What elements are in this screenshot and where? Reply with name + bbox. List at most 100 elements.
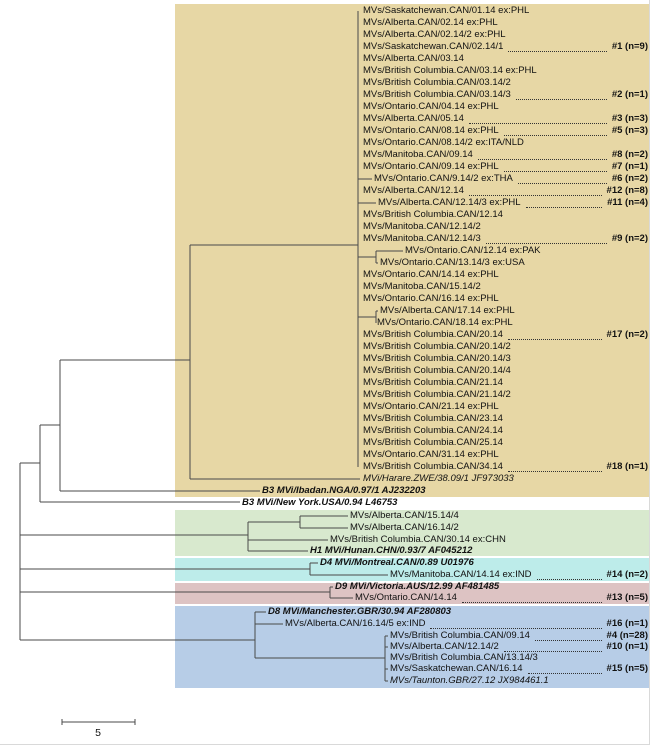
dotted-leader xyxy=(536,571,602,580)
cluster-badge: #11 (n=4) xyxy=(607,197,648,208)
dotted-leader xyxy=(477,151,607,160)
taxon-label: MVs/Alberta.CAN/12.14 xyxy=(363,185,464,196)
taxon-label: MVs/Saskatchewan.CAN/02.14/1 xyxy=(363,41,504,52)
taxon-label: MVs/Ontario.CAN/08.14 ex:PHL xyxy=(363,125,499,136)
dotted-leader xyxy=(507,331,602,340)
cluster-badge: #2 (n=1) xyxy=(611,89,648,100)
dotted-leader xyxy=(527,665,602,674)
taxon-label: MVs/Ontario.CAN/12.14 ex:PAK xyxy=(405,245,541,256)
cluster-badge: #6 (n=2) xyxy=(611,173,648,184)
taxon-row: B3 MVi/New York.USA/0.94 L46753 xyxy=(242,497,397,509)
dotted-leader xyxy=(503,643,602,652)
scale-bar-label: 5 xyxy=(95,727,101,739)
taxon-row: MVs/Ontario.CAN/08.14 ex:PHL #5 (n=3) xyxy=(363,125,648,137)
taxon-row: MVs/British Columbia.CAN/21.14/2 xyxy=(363,389,511,401)
taxon-label: MVs/Alberta.CAN/17.14 ex:PHL xyxy=(380,305,515,316)
cluster-badge: #10 (n=1) xyxy=(606,641,648,652)
taxon-row: MVs/Saskatchewan.CAN/16.14 #15 (n=5) xyxy=(390,663,648,675)
dotted-leader xyxy=(525,199,603,208)
taxon-label: MVs/Manitoba.CAN/09.14 xyxy=(363,149,473,160)
taxon-label: MVs/Ontario.CAN/08.14/2 ex:ITA/NLD xyxy=(363,137,524,148)
taxon-row: MVs/Ontario.CAN/09.14 ex:PHL #7 (n=1) xyxy=(363,161,648,173)
taxon-label: MVs/British Columbia.CAN/30.14 ex:CHN xyxy=(330,534,506,545)
genotype-block-b3 xyxy=(175,4,649,497)
taxon-row: D9 MVi/Victoria.AUS/12.99 AF481485 xyxy=(335,581,499,593)
taxon-label: H1 MVi/Hunan.CHN/0.93/7 AF045212 xyxy=(310,545,473,556)
taxon-label: B3 MVi/New York.USA/0.94 L46753 xyxy=(242,497,398,508)
taxon-row: MVs/Saskatchewan.CAN/01.14 ex:PHL xyxy=(363,5,529,17)
taxon-label: MVs/Saskatchewan.CAN/16.14 xyxy=(390,663,523,674)
taxon-row: MVs/Alberta.CAN/02.14 ex:PHL xyxy=(363,17,498,29)
taxon-label: MVs/Alberta.CAN/03.14 xyxy=(363,53,464,64)
taxon-row: MVs/British Columbia.CAN/34.14 #18 (n=1) xyxy=(363,461,648,473)
dotted-leader xyxy=(534,632,602,641)
taxon-row: MVs/British Columbia.CAN/25.14 xyxy=(363,437,503,449)
taxon-label: MVs/British Columbia.CAN/24.14 xyxy=(363,425,503,436)
taxon-label: MVs/Ontario.CAN/18.14 ex:PHL xyxy=(377,317,513,328)
genotype-block-d4 xyxy=(175,558,649,581)
taxon-label: MVs/Alberta.CAN/05.14 xyxy=(363,113,464,124)
taxon-row: MVs/British Columbia.CAN/12.14 xyxy=(363,209,503,221)
taxon-row: D8 MVi/Manchester.GBR/30.94 AF280803 xyxy=(268,606,451,618)
dotted-leader xyxy=(507,463,602,472)
cluster-badge: #16 (n=1) xyxy=(606,618,648,629)
cluster-badge: #15 (n=5) xyxy=(606,663,648,674)
genotype-block-d8 xyxy=(175,606,649,688)
taxon-label: MVs/British Columbia.CAN/21.14 xyxy=(363,377,503,388)
cluster-badge: #5 (n=3) xyxy=(611,125,648,136)
dotted-leader xyxy=(485,235,607,244)
taxon-row: MVs/Alberta.CAN/02.14/2 ex:PHL xyxy=(363,29,506,41)
taxon-row: MVs/British Columbia.CAN/03.14/2 xyxy=(363,77,511,89)
taxon-label: MVs/Taunton.GBR/27.12 JX984461.1 xyxy=(390,675,549,686)
cluster-badge: #17 (n=2) xyxy=(606,329,648,340)
taxon-row: MVs/Ontario.CAN/08.14/2 ex:ITA/NLD xyxy=(363,137,524,149)
taxon-row: MVs/Ontario.CAN/16.14 ex:PHL xyxy=(363,293,499,305)
taxon-row: MVs/Ontario.CAN/14.14 ex:PHL xyxy=(363,269,499,281)
taxon-row: MVs/Alberta.CAN/16.14/5 ex:IND #16 (n=1) xyxy=(285,618,648,630)
taxon-row: MVs/British Columbia.CAN/24.14 xyxy=(363,425,503,437)
taxon-label: MVs/Manitoba.CAN/12.14/3 xyxy=(363,233,481,244)
taxon-row: MVs/Manitoba.CAN/12.14/2 xyxy=(363,221,481,233)
taxon-row: MVs/Alberta.CAN/17.14 ex:PHL xyxy=(380,305,515,317)
dotted-leader xyxy=(503,163,607,172)
dotted-leader xyxy=(503,127,607,136)
taxon-row: MVs/British Columbia.CAN/20.14 #17 (n=2) xyxy=(363,329,648,341)
taxon-label: MVs/Ontario.CAN/04.14 ex:PHL xyxy=(363,101,499,112)
taxon-label: MVs/Ontario.CAN/14.14 xyxy=(355,592,457,603)
cluster-badge: #13 (n=5) xyxy=(606,592,648,603)
taxon-row: MVs/Ontario.CAN/31.14 ex:PHL xyxy=(363,449,499,461)
taxon-label: MVs/Alberta.CAN/15.14/4 xyxy=(350,510,459,521)
taxon-row: MVs/Ontario.CAN/04.14 ex:PHL xyxy=(363,101,499,113)
taxon-row: MVs/British Columbia.CAN/09.14 #4 (n=28) xyxy=(390,630,648,642)
taxon-label: MVs/Ontario.CAN/09.14 ex:PHL xyxy=(363,161,499,172)
taxon-row: MVs/British Columbia.CAN/23.14 xyxy=(363,413,503,425)
taxon-row: MVs/Alberta.CAN/12.14/3 ex:PHL #11 (n=4) xyxy=(378,197,648,209)
taxon-label: MVs/Alberta.CAN/02.14 ex:PHL xyxy=(363,17,498,28)
taxon-label: MVs/Alberta.CAN/12.14/2 xyxy=(390,641,499,652)
taxon-row: MVs/British Columbia.CAN/13.14/3 xyxy=(390,652,538,664)
taxon-label: MVs/Alberta.CAN/16.14/2 xyxy=(350,522,459,533)
taxon-row: MVs/Ontario.CAN/12.14 ex:PAK xyxy=(405,245,541,257)
taxon-row: MVs/British Columbia.CAN/21.14 xyxy=(363,377,503,389)
cluster-badge: #1 (n=9) xyxy=(611,41,648,52)
genotype-block-h1 xyxy=(175,510,649,556)
taxon-label: MVs/Ontario.CAN/13.14/3 ex:USA xyxy=(380,257,525,268)
taxon-label: MVs/British Columbia.CAN/20.14 xyxy=(363,329,503,340)
dotted-leader xyxy=(461,594,602,603)
taxon-row: MVs/Manitoba.CAN/09.14 #8 (n=2) xyxy=(363,149,648,161)
cluster-badge: #18 (n=1) xyxy=(606,461,648,472)
taxon-row: MVs/Ontario.CAN/21.14 ex:PHL xyxy=(363,401,499,413)
cluster-badge: #3 (n=3) xyxy=(611,113,648,124)
cluster-badge: #8 (n=2) xyxy=(611,149,648,160)
dotted-leader xyxy=(468,115,607,124)
taxon-label: MVs/British Columbia.CAN/20.14/3 xyxy=(363,353,511,364)
taxon-label: MVs/British Columbia.CAN/12.14 xyxy=(363,209,503,220)
taxon-label: MVi/Harare.ZWE/38.09/1 JF973033 xyxy=(363,473,514,484)
cluster-badge: #7 (n=1) xyxy=(611,161,648,172)
taxon-label: B3 MVi/Ibadan.NGA/0.97/1 AJ232203 xyxy=(262,485,426,496)
dotted-leader xyxy=(430,620,602,629)
scale-bar xyxy=(61,719,136,725)
taxon-label: MVs/British Columbia.CAN/34.14 xyxy=(363,461,503,472)
